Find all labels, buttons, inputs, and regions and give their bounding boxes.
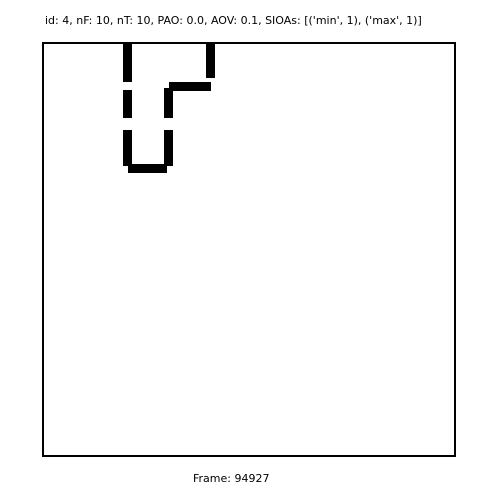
trace-segment <box>123 44 132 82</box>
trace-segment <box>164 130 173 166</box>
game-drawing <box>123 44 215 173</box>
path-trace <box>123 44 215 173</box>
trace-segment <box>164 88 173 118</box>
game-canvas <box>42 42 456 457</box>
episode-info-text: id: 4, nF: 10, nT: 10, PAO: 0.0, AOV: 0.… <box>45 14 422 27</box>
trace-segment <box>206 44 215 78</box>
frame-counter: Frame: 94927 <box>193 472 270 485</box>
trace-segment <box>123 90 132 118</box>
trace-segment <box>169 82 211 91</box>
trace-segment <box>128 164 167 173</box>
trace-segment <box>123 130 132 166</box>
